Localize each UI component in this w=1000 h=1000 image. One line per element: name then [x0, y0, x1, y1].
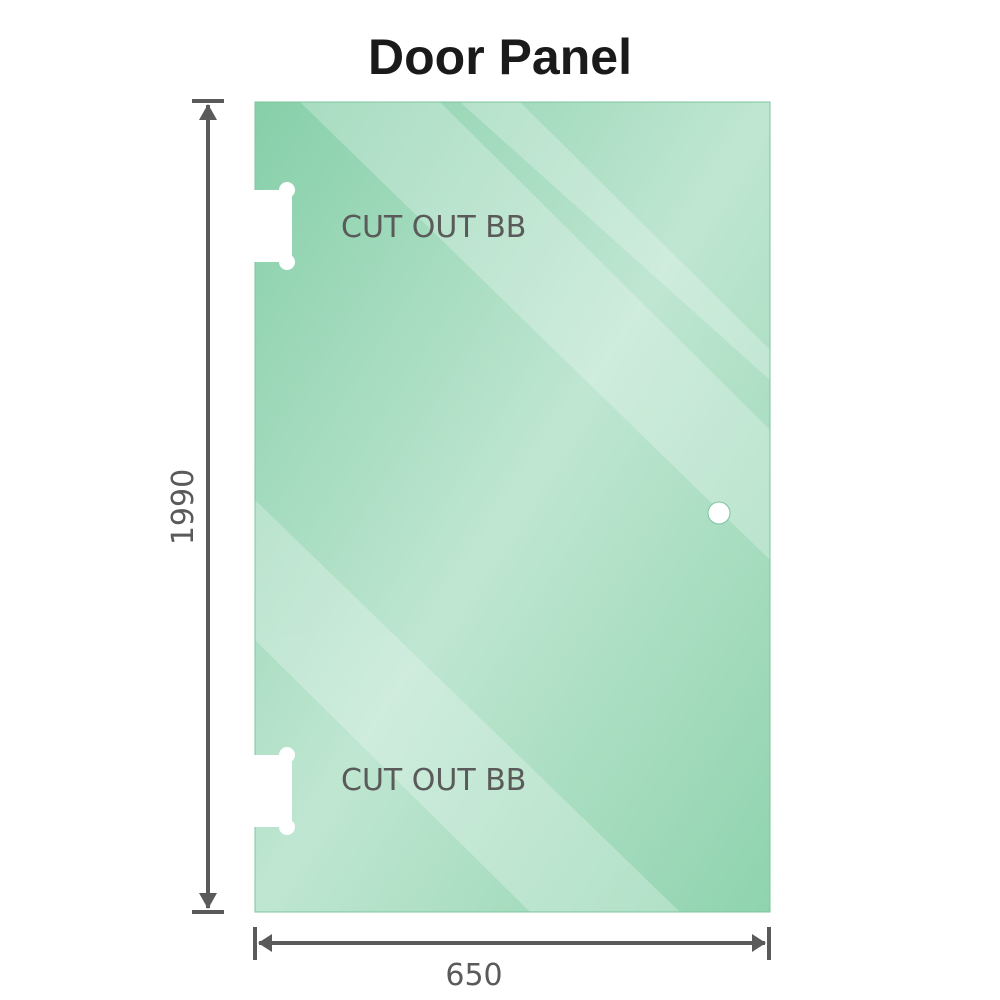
cutout-label-top: CUT OUT BB: [341, 210, 526, 245]
width-label: 650: [445, 958, 502, 993]
cutout-top: [250, 182, 295, 270]
cutout-bottom: [250, 747, 295, 835]
diagram-title: Door Panel: [368, 29, 632, 85]
handle-hole: [707, 501, 731, 525]
height-dimension-line: [192, 99, 224, 914]
height-label: 1990: [166, 469, 201, 545]
glass-panel: [254, 101, 771, 913]
cutout-label-bottom: CUT OUT BB: [341, 763, 526, 798]
width-dimension-line: [253, 927, 771, 960]
